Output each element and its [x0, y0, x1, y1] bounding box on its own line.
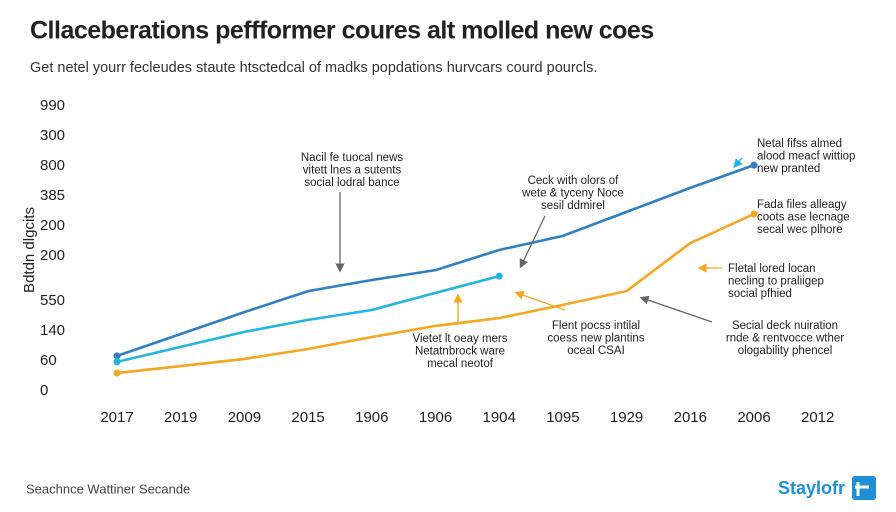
annotation: alood meacf wittiop	[757, 151, 855, 163]
annotation: sesil ddmirel	[541, 200, 605, 212]
annotation: Nacil fe tuocal news	[301, 152, 404, 164]
y-tick-label: 200	[40, 247, 65, 264]
series-line	[116, 212, 755, 375]
annotation: new pranted	[757, 163, 820, 175]
annotation-arrow	[639, 295, 713, 323]
y-tick-label: 550	[40, 292, 65, 309]
x-tick-label: 1906	[355, 409, 388, 426]
annotation: vitett lnes a sutents	[303, 165, 402, 177]
chart-title: Cllaceberations peffformer coures alt mo…	[30, 17, 654, 45]
annotation: oceal CSAI	[567, 345, 625, 357]
y-tick-label: 140	[40, 322, 65, 339]
annotation: mecal neotof	[427, 358, 494, 370]
y-axis-label: Bdtdn dlgcits	[21, 207, 38, 293]
x-tick-label: 2019	[164, 409, 197, 426]
end-point	[495, 272, 503, 280]
series-line	[116, 274, 500, 364]
x-tick-label: 1904	[483, 409, 516, 426]
y-tick-label: 300	[40, 127, 65, 144]
x-tick-label: 2012	[801, 409, 834, 426]
annotation-arrow	[733, 157, 743, 168]
annotation: Netal fifss almed	[757, 138, 842, 150]
annotation: Flent pocss intilal	[552, 320, 640, 332]
y-tick-label: 385	[40, 187, 65, 204]
y-tick-label: 0	[40, 382, 48, 399]
footer: Seachnce Wattiner Secande	[26, 481, 190, 496]
brand: Staylofr	[778, 478, 845, 498]
y-tick-label: 800	[40, 157, 65, 174]
x-tick-label: 1929	[610, 409, 643, 426]
annotation: Fletal lored locan	[728, 263, 816, 275]
annotation: Fada files alleagy	[757, 199, 847, 211]
end-point	[113, 352, 121, 360]
end-point	[750, 161, 758, 169]
annotation: Secial deck nuiration	[732, 320, 838, 332]
x-tick-label: 2009	[228, 409, 261, 426]
x-tick-label: 2015	[291, 409, 324, 426]
x-tick-label: 1095	[546, 409, 579, 426]
annotation: Netatnbrock ware	[415, 346, 505, 358]
annotation: social pfhied	[728, 288, 792, 300]
x-tick-label: 2006	[737, 409, 770, 426]
end-point	[113, 369, 121, 377]
end-point	[113, 358, 121, 366]
annotation-arrow	[514, 290, 566, 311]
x-tick-label: 1906	[419, 409, 452, 426]
annotation: rnde & rentvocce wther	[726, 333, 844, 345]
annotation: secal wec plhore	[757, 224, 843, 236]
x-tick-label: 2017	[100, 409, 133, 426]
annotation: coess new plantins	[547, 333, 644, 345]
y-tick-label: 200	[40, 217, 65, 234]
annotation: social lodral bance	[304, 177, 399, 189]
annotation: Vietet lt oeay mers	[412, 333, 507, 345]
x-tick-label: 2016	[674, 409, 707, 426]
annotation: coots ase lecnage	[757, 212, 850, 224]
y-tick-label: 990	[40, 97, 65, 114]
end-point	[750, 210, 758, 218]
annotation-arrow	[519, 215, 546, 269]
annotation: ologability phencel	[738, 345, 833, 357]
annotation: necling to praliigep	[728, 276, 824, 288]
annotation: wete & tyceny Noce	[521, 188, 624, 200]
chart-subtitle: Get netel yourr fecleudes staute htscted…	[30, 60, 597, 76]
annotation: Ceck with olors of	[528, 175, 620, 187]
series-line	[116, 163, 755, 358]
y-tick-label: 60	[40, 352, 57, 369]
